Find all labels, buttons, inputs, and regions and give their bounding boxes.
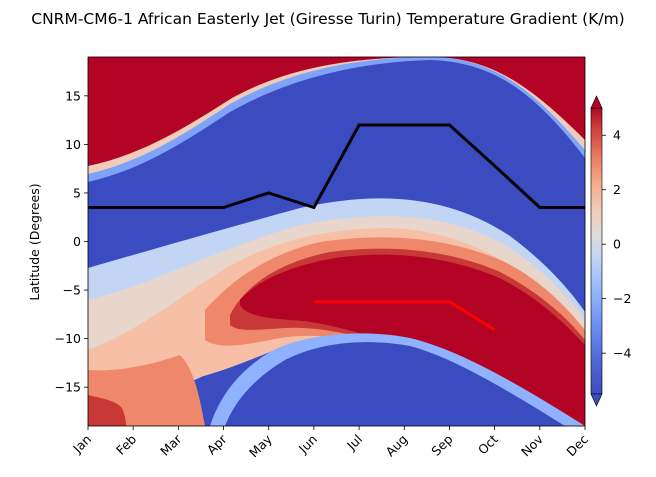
x-tick-label: Feb: [113, 431, 139, 457]
y-tick-label: 5: [73, 185, 81, 200]
series-line-red: [313, 300, 496, 332]
x-tick-label: Jun: [295, 432, 320, 457]
colorbar-tick-label: 2: [613, 182, 621, 197]
colorbar: 4 2 0 −2 −4: [590, 95, 631, 407]
y-tick-label: −15: [55, 380, 81, 395]
y-tick-label: −10: [55, 331, 81, 346]
x-tick-label: Oct: [475, 431, 501, 457]
colorbar-ticks: 4 2 0 −2 −4: [602, 128, 631, 361]
y-axis-label: Latitude (Degrees): [27, 183, 42, 300]
x-tick-label: Dec: [563, 431, 591, 459]
x-tick-label: Aug: [383, 432, 411, 460]
x-tick-label: Apr: [204, 431, 231, 458]
y-tick-label: 15: [65, 88, 81, 103]
x-tick-label: May: [246, 431, 275, 460]
y-tick-label: −5: [63, 283, 81, 298]
x-tick-label: Sep: [428, 431, 455, 458]
colorbar-tick-label: −4: [613, 346, 631, 361]
contour-south-cool-deep: [225, 342, 565, 426]
colorbar-tick-label: 4: [613, 128, 621, 143]
colorbar-bottom-arrow: [590, 393, 603, 407]
x-axis: Jan Feb Mar Apr May Jun Jul Aug Sep Oct Nov Dec: [69, 426, 591, 460]
y-tick-label: 10: [65, 137, 81, 152]
series-line-black: [88, 123, 585, 210]
colorbar-body: [590, 107, 603, 395]
x-tick-label: Nov: [518, 431, 546, 459]
colorbar-tick-label: −2: [613, 291, 631, 306]
y-axis: 15 10 5 0 −5 −10 −15: [55, 88, 88, 395]
contour-north-warm-inner: [88, 57, 585, 166]
x-tick-label: Jul: [343, 432, 365, 454]
chart-title: CNRM-CM6-1 African Easterly Jet (Giresse…: [31, 10, 624, 28]
contour-southwest-core: [88, 395, 126, 426]
x-tick-label: Jan: [69, 432, 94, 457]
colorbar-top-arrow: [590, 95, 603, 109]
x-tick-label: Mar: [157, 431, 185, 459]
series-lines: [88, 123, 585, 332]
colorbar-tick-label: 0: [613, 237, 621, 252]
contour-field: [88, 57, 585, 426]
y-tick-label: 0: [73, 234, 81, 249]
